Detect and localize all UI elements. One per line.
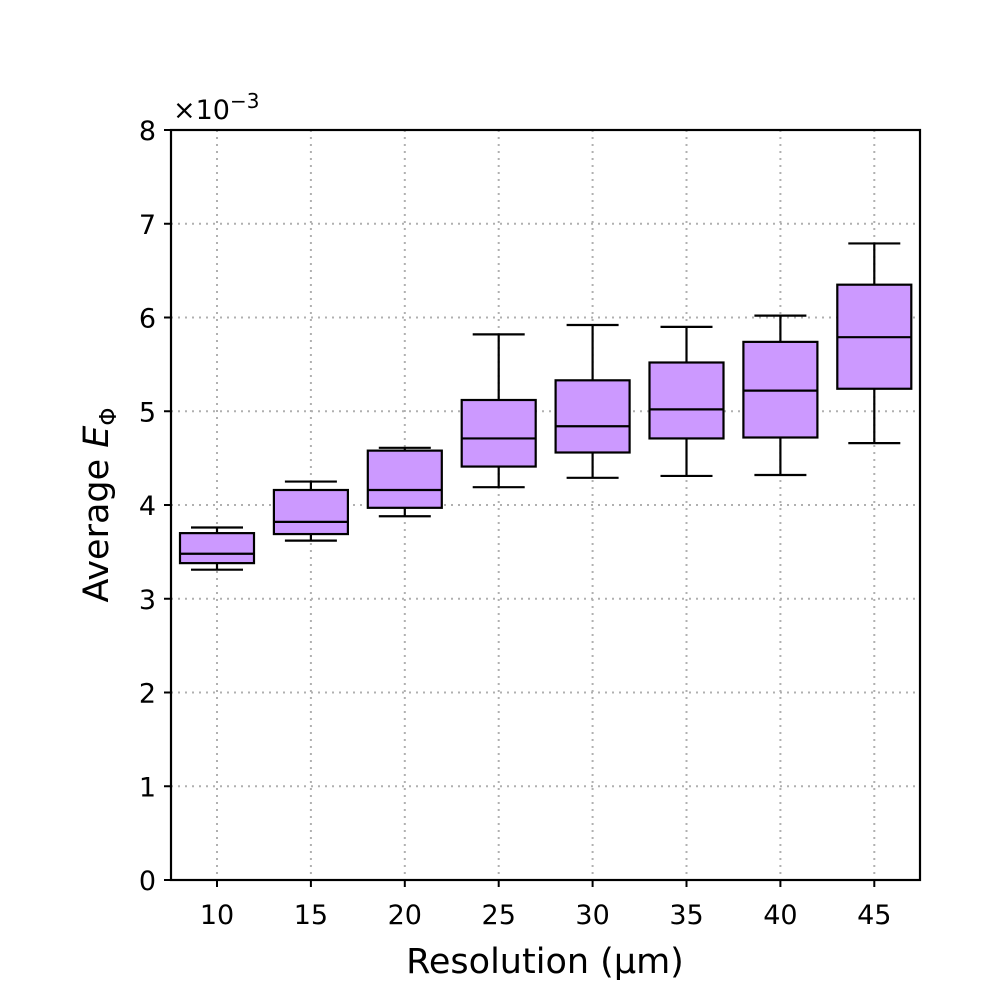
y-tick-label: 0 [139,866,156,897]
x-tick-label: 40 [763,900,797,931]
y-tick-label: 7 [139,210,156,241]
y-axis-label-symbol: E [77,425,117,448]
grid-layer [171,129,920,881]
x-axis-label: Resolution (μm) [406,942,684,982]
x-tick-label: 15 [294,900,328,931]
y-tick-label: 8 [139,116,156,147]
x-tick-label: 20 [388,900,422,931]
y-tick-label: 6 [139,304,156,335]
x-tick-label: 45 [857,900,891,931]
box-layer [178,242,913,571]
y-axis-label-subscript: Φ [96,407,122,425]
y-axis-label-prefix: Average [77,448,117,603]
x-tick-label: 25 [482,900,516,931]
y-tick-label: 5 [139,397,156,428]
box-45 [836,242,913,445]
y-scale-multiplier: ×10−3 [173,89,259,126]
iqr-box [272,488,349,536]
y-tick-label: 3 [139,585,156,616]
box-40 [742,314,819,477]
x-tick-label: 35 [669,900,703,931]
iqr-box [648,361,725,440]
x-tick-label: 30 [575,900,609,931]
y-tick-label: 4 [139,491,156,522]
iqr-box [366,449,443,509]
box-20 [366,446,443,518]
box-10 [178,526,256,571]
y-tick-label: 2 [139,679,156,710]
box-25 [460,333,537,489]
y-tick-label: 1 [139,772,156,803]
iqr-box [178,532,256,565]
box-35 [648,325,725,478]
box-30 [554,323,631,479]
iqr-box [554,379,631,454]
iqr-box [460,398,537,468]
y-axis-label: Average EΦ [77,407,122,602]
x-axis-ticks: 10 15 20 25 30 35 40 45 [200,880,891,931]
x-tick-label: 10 [200,900,234,931]
box-15 [272,480,349,542]
y-scale-exponent: −3 [230,89,259,113]
y-scale-base: ×10 [173,95,230,126]
y-axis-ticks: 0 1 2 3 4 5 6 7 8 [139,116,171,897]
